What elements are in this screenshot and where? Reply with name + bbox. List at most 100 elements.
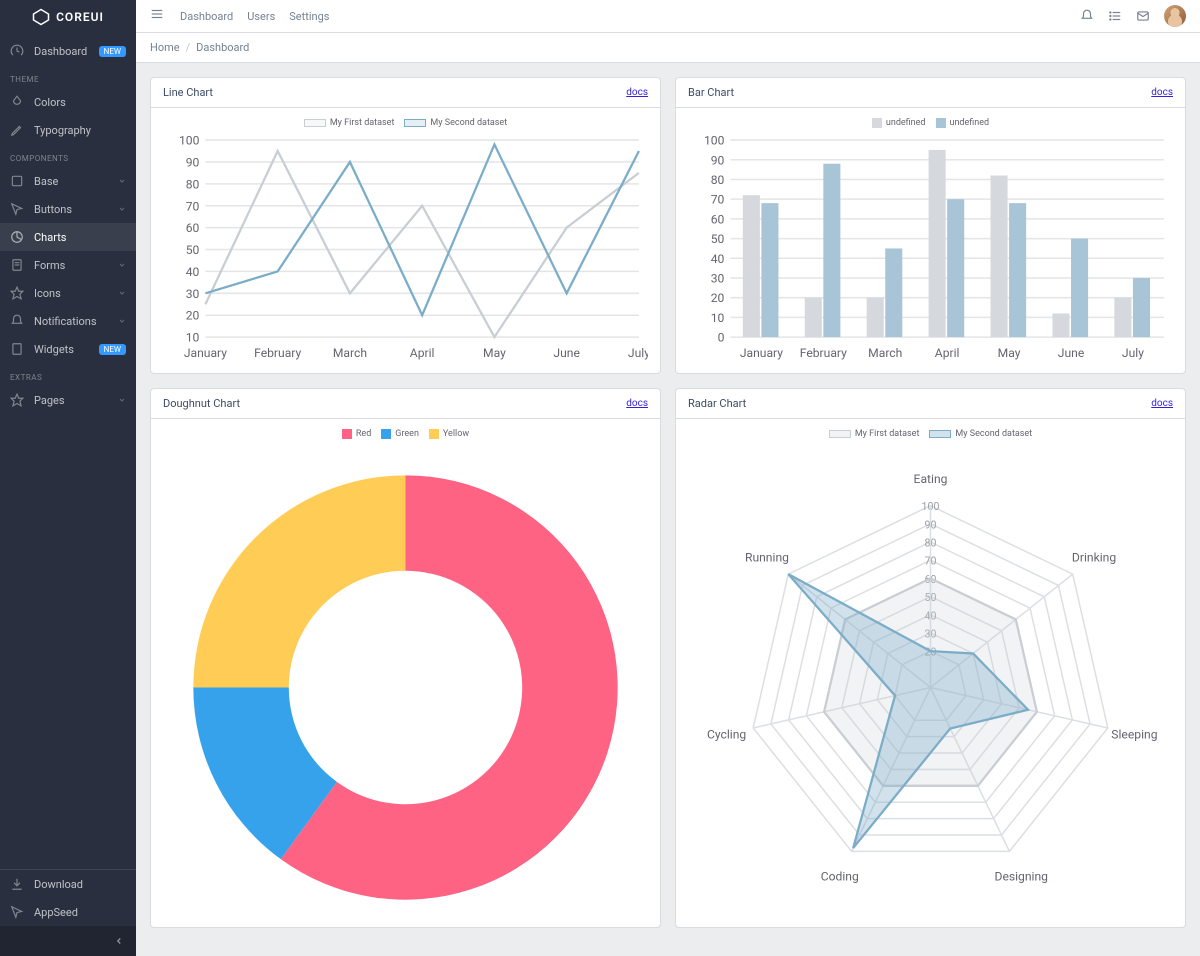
- sidebar-item-colors[interactable]: Colors: [0, 88, 136, 116]
- sidebar-item-label: Colors: [34, 96, 126, 109]
- svg-text:June: June: [1058, 346, 1084, 360]
- svg-text:Cycling: Cycling: [707, 728, 746, 742]
- sidebar-item-label: Typography: [34, 124, 126, 137]
- sidebar-item-label: Dashboard: [34, 45, 99, 58]
- cursor-icon: [10, 202, 24, 216]
- drop-icon: [10, 95, 24, 109]
- svg-text:Running: Running: [745, 551, 789, 565]
- sidebar-item-dashboard[interactable]: Dashboard NEW: [0, 37, 136, 65]
- sidebar-item-forms[interactable]: Forms: [0, 251, 136, 279]
- svg-text:40: 40: [711, 252, 725, 266]
- svg-text:January: January: [184, 346, 227, 360]
- sidebar-item-widgets[interactable]: Widgets NEW: [0, 335, 136, 363]
- svg-text:March: March: [868, 346, 902, 360]
- star-icon: [10, 286, 24, 300]
- sidebar-item-base[interactable]: Base: [0, 167, 136, 195]
- sidebar-item-label: Base: [34, 175, 118, 188]
- sidebar-item-label: Icons: [34, 287, 118, 300]
- radar-chart-legend: My First datasetMy Second dataset: [688, 429, 1173, 439]
- card-radar-chart: Radar Chart docs My First datasetMy Seco…: [675, 388, 1186, 928]
- svg-text:Designing: Designing: [995, 870, 1048, 884]
- star-icon: [10, 393, 24, 407]
- card-bar-chart: Bar Chart docs undefinedundefined 010203…: [675, 77, 1186, 374]
- chart-icon: [10, 230, 24, 244]
- header-nav-dashboard[interactable]: Dashboard: [180, 10, 233, 23]
- sidebar-item-download[interactable]: Download: [0, 870, 136, 898]
- sidebar-item-appseed[interactable]: AppSeed: [0, 898, 136, 926]
- header: Dashboard Users Settings: [136, 0, 1200, 33]
- speedometer-icon: [10, 44, 24, 58]
- svg-text:100: 100: [704, 134, 725, 148]
- header-nav-settings[interactable]: Settings: [289, 10, 329, 23]
- header-nav-users[interactable]: Users: [247, 10, 275, 23]
- chevron-down-icon: [118, 396, 126, 404]
- svg-text:February: February: [800, 346, 847, 360]
- svg-text:July: July: [628, 346, 648, 360]
- sidebar-item-label: Pages: [34, 394, 118, 407]
- menu-icon: [150, 7, 164, 21]
- sidebar-nav: Dashboard NEW THEME Colors Typography CO…: [0, 33, 136, 869]
- puzzle-icon: [10, 174, 24, 188]
- breadcrumb-separator: /: [186, 41, 191, 54]
- svg-text:January: January: [740, 346, 783, 360]
- chevron-down-icon: [118, 205, 126, 213]
- sidebar-item-buttons[interactable]: Buttons: [0, 195, 136, 223]
- breadcrumb: Home / Dashboard: [136, 33, 1200, 63]
- bar-chart: 0102030405060708090100JanuaryFebruaryMar…: [688, 134, 1173, 361]
- sidebar-item-charts[interactable]: Charts: [0, 223, 136, 251]
- svg-text:May: May: [483, 346, 506, 360]
- bell-icon[interactable]: [1080, 9, 1094, 23]
- avatar[interactable]: [1164, 5, 1186, 27]
- svg-text:Sleeping: Sleeping: [1111, 728, 1157, 742]
- card-title: Doughnut Chart: [163, 397, 240, 410]
- sidebar-item-label: Notifications: [34, 315, 118, 328]
- svg-text:90: 90: [186, 156, 200, 170]
- docs-link[interactable]: docs: [626, 87, 648, 98]
- svg-text:20: 20: [186, 309, 200, 323]
- sidebar-item-label: Forms: [34, 259, 118, 272]
- sidebar-item-label: Download: [34, 878, 126, 891]
- svg-text:Drinking: Drinking: [1072, 551, 1116, 565]
- svg-text:May: May: [998, 346, 1021, 360]
- chevron-left-icon: [114, 936, 124, 946]
- sidebar-item-label: Buttons: [34, 203, 118, 216]
- envelope-icon[interactable]: [1136, 9, 1150, 23]
- docs-link[interactable]: docs: [1151, 87, 1173, 98]
- svg-text:80: 80: [711, 173, 725, 187]
- svg-text:100: 100: [179, 134, 200, 148]
- brand[interactable]: COREUI: [0, 0, 136, 33]
- radar-chart: 2030405060708090100EatingDrinkingSleepin…: [688, 445, 1173, 915]
- sidebar: COREUI Dashboard NEW THEME Colors Typogr…: [0, 0, 136, 956]
- svg-text:50: 50: [711, 232, 725, 246]
- chevron-down-icon: [118, 289, 126, 297]
- sidebar-item-pages[interactable]: Pages: [0, 386, 136, 414]
- chevron-down-icon: [118, 317, 126, 325]
- docs-link[interactable]: docs: [626, 398, 648, 409]
- list-icon[interactable]: [1108, 9, 1122, 23]
- bar-chart-legend: undefinedundefined: [688, 118, 1173, 128]
- chevron-down-icon: [118, 261, 126, 269]
- sidebar-minimizer[interactable]: [0, 926, 136, 956]
- calculator-icon: [10, 342, 24, 356]
- pencil-icon: [10, 123, 24, 137]
- layers-icon: [10, 905, 24, 919]
- svg-text:10: 10: [186, 331, 200, 345]
- sidebar-item-typography[interactable]: Typography: [0, 116, 136, 144]
- sidebar-toggle[interactable]: [150, 7, 164, 25]
- sidebar-item-notifications[interactable]: Notifications: [0, 307, 136, 335]
- sidebar-item-icons[interactable]: Icons: [0, 279, 136, 307]
- header-nav: Dashboard Users Settings: [180, 10, 329, 23]
- svg-text:20: 20: [711, 291, 725, 305]
- svg-text:June: June: [553, 346, 579, 360]
- nav-title-theme: THEME: [0, 65, 136, 88]
- sidebar-item-label: Widgets: [34, 343, 99, 356]
- badge-new: NEW: [99, 46, 126, 57]
- svg-text:0: 0: [718, 331, 725, 345]
- line-chart-legend: My First datasetMy Second dataset: [163, 118, 648, 128]
- breadcrumb-home[interactable]: Home: [150, 41, 180, 54]
- sidebar-footer: Download AppSeed: [0, 869, 136, 956]
- docs-link[interactable]: docs: [1151, 398, 1173, 409]
- nav-title-components: COMPONENTS: [0, 144, 136, 167]
- sidebar-item-label: Charts: [34, 231, 126, 244]
- svg-text:30: 30: [186, 287, 200, 301]
